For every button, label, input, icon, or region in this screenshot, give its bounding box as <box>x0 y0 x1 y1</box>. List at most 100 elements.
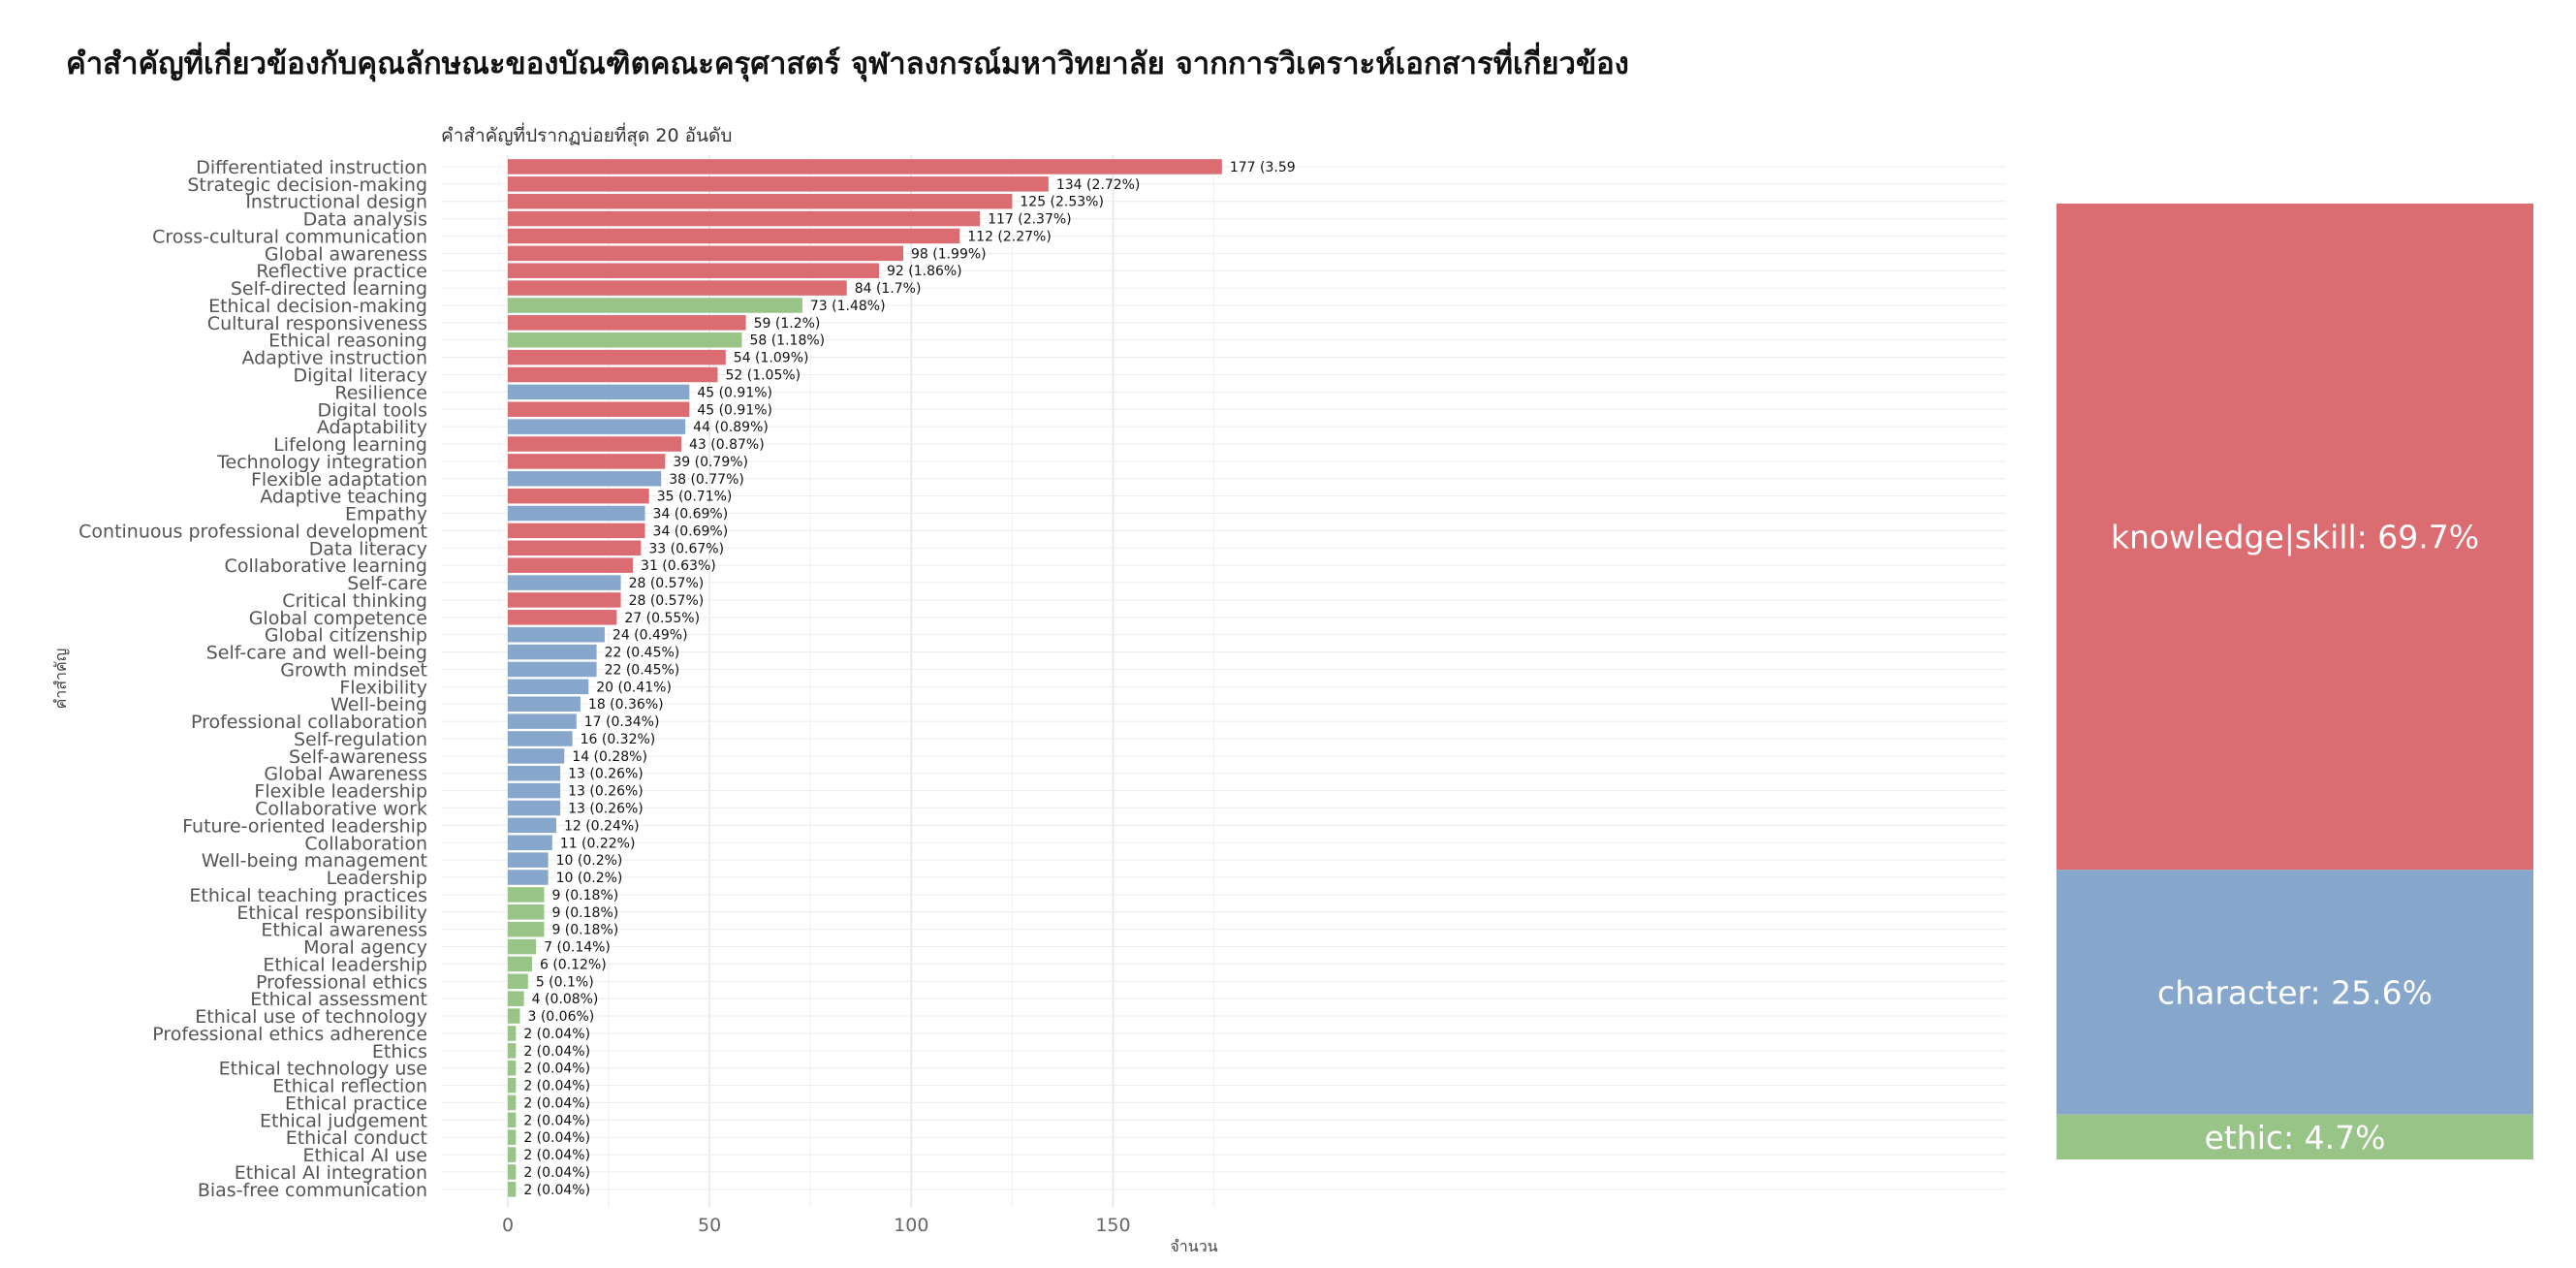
value-label: 22 (0.45%) <box>605 646 680 661</box>
bar <box>508 228 960 244</box>
bar <box>508 887 545 903</box>
value-label: 9 (0.18%) <box>551 888 618 903</box>
category-label: Data literacy <box>309 538 427 559</box>
bar <box>508 488 649 504</box>
value-label: 2 (0.04%) <box>523 1095 590 1111</box>
category-label: Well-being <box>330 694 427 715</box>
value-label: 10 (0.2%) <box>556 853 623 869</box>
category-label: Self-awareness <box>289 746 427 768</box>
bar <box>508 713 577 729</box>
value-label: 11 (0.22%) <box>560 836 636 851</box>
category-label: Lifelong learning <box>273 434 427 456</box>
category-label: Leadership <box>327 868 427 889</box>
value-label: 9 (0.18%) <box>551 905 618 921</box>
value-label: 2 (0.04%) <box>523 1027 590 1042</box>
value-label: 4 (0.08%) <box>532 992 599 1007</box>
bar <box>508 921 545 937</box>
value-label: 9 (0.18%) <box>551 923 618 938</box>
category-label: Adaptability <box>317 417 427 438</box>
value-label: 10 (0.2%) <box>556 871 623 886</box>
value-label: 45 (0.91%) <box>697 385 772 400</box>
value-label: 2 (0.04%) <box>523 1165 590 1181</box>
category-label: Instructional design <box>245 192 427 213</box>
value-label: 34 (0.69%) <box>653 523 729 539</box>
bar <box>508 1112 517 1128</box>
category-label: Ethical practice <box>285 1093 427 1114</box>
bar <box>508 696 581 712</box>
bar <box>508 540 642 556</box>
category-label: Collaborative learning <box>225 555 427 577</box>
category-label: Flexible adaptation <box>251 469 427 491</box>
bar <box>508 366 718 383</box>
bar <box>508 748 565 764</box>
bar <box>508 419 686 434</box>
bar <box>508 782 561 799</box>
category-label: Critical thinking <box>282 590 427 612</box>
x-axis-ticks: 0 50 100 150 <box>502 1215 1131 1236</box>
category-label: Ethical awareness <box>261 920 427 941</box>
bar <box>508 159 1222 174</box>
category-label: Digital tools <box>317 399 427 421</box>
bar <box>508 176 1049 192</box>
category-label: Ethics <box>372 1041 427 1062</box>
chart-subtitle: คำสำคัญที่ปรากฏบ่อยที่สุด 20 อันดับ <box>441 122 732 147</box>
value-label: 24 (0.49%) <box>613 628 688 644</box>
value-label: 92 (1.86%) <box>887 264 962 279</box>
bar <box>508 765 561 781</box>
value-label: 44 (0.89%) <box>693 420 769 435</box>
bar <box>508 661 597 678</box>
value-label: 14 (0.28%) <box>572 749 647 765</box>
category-label: Ethical assessment <box>250 989 427 1010</box>
category-label: Self-directed learning <box>231 278 427 300</box>
bar <box>508 332 742 348</box>
category-label: Global Awareness <box>264 764 427 785</box>
value-label: 7 (0.14%) <box>544 940 611 956</box>
category-label: Ethical AI use <box>303 1145 427 1166</box>
bar <box>508 523 645 539</box>
value-labels: 177 (3.59 134 (2.72%) 125 (2.53%) 117 (2.37… <box>523 160 1295 1198</box>
category-label: Ethical AI integration <box>235 1162 427 1184</box>
category-label: Flexible leadership <box>254 781 427 803</box>
bar <box>508 938 537 955</box>
bar <box>508 1026 517 1041</box>
value-label: 125 (2.53%) <box>1020 195 1104 210</box>
value-label: 20 (0.41%) <box>596 680 672 695</box>
bar <box>508 471 662 487</box>
category-label: Data analysis <box>303 209 427 231</box>
value-label: 54 (1.09%) <box>734 351 809 366</box>
value-label: 73 (1.48%) <box>810 299 886 314</box>
category-label: Collaboration <box>304 833 427 854</box>
bar <box>508 644 597 660</box>
value-label: 17 (0.34%) <box>584 714 660 730</box>
bar <box>508 800 561 816</box>
value-label: 13 (0.26%) <box>568 784 644 800</box>
bars <box>508 159 1222 1197</box>
category-label: Growth mindset <box>280 659 427 681</box>
value-label: 52 (1.05%) <box>725 368 801 384</box>
bar <box>508 817 556 834</box>
category-label: Self-care <box>347 573 427 594</box>
category-label: Ethical use of technology <box>195 1006 427 1028</box>
y-axis-title: คำสำคัญ <box>51 649 70 710</box>
value-label: 5 (0.1%) <box>536 974 594 990</box>
bar <box>508 991 524 1006</box>
bar <box>508 505 645 522</box>
bar <box>508 349 726 365</box>
value-label: 2 (0.04%) <box>523 1148 590 1163</box>
bar <box>508 263 879 278</box>
bar <box>508 210 981 227</box>
category-label: Empathy <box>345 504 427 525</box>
bar <box>508 454 666 469</box>
category-label: Global competence <box>249 608 427 629</box>
category-label: Continuous professional development <box>79 521 427 542</box>
value-label: 2 (0.04%) <box>523 1130 590 1146</box>
bar <box>508 298 802 313</box>
value-label: 2 (0.04%) <box>523 1183 590 1198</box>
category-label: Global awareness <box>265 243 427 265</box>
value-label: 59 (1.2%) <box>754 316 821 332</box>
category-label: Adaptive teaching <box>260 487 427 508</box>
bar <box>508 436 682 452</box>
bar <box>508 870 549 885</box>
value-label: 27 (0.55%) <box>624 611 700 626</box>
